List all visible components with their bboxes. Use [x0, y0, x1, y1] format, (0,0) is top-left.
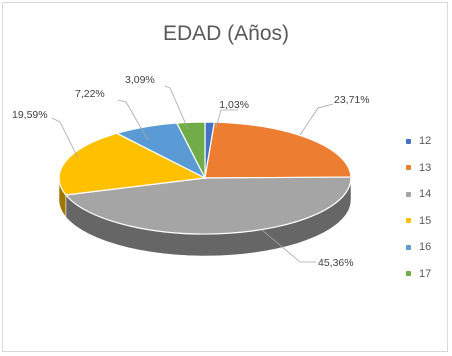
data-label-15: 19,59% — [12, 109, 48, 121]
legend-label: 13 — [419, 161, 432, 174]
leader-line-16 — [117, 99, 149, 141]
pie-slice-15 — [58, 132, 208, 196]
chart-title: EDAD (Años) — [162, 22, 290, 45]
legend-swatch — [406, 165, 411, 171]
leader-line-17 — [164, 85, 189, 130]
leader-line-12 — [215, 109, 238, 129]
pie-slice-17 — [175, 121, 206, 179]
leader-line-14 — [261, 229, 316, 263]
legend-label: 12 — [419, 135, 432, 148]
data-label-16: 7,22% — [75, 88, 105, 100]
data-label-14: 45,36% — [318, 257, 354, 269]
legend-label: 17 — [419, 267, 432, 280]
legend-swatch — [406, 244, 411, 250]
legend: 12 13 14 15 16 17 — [406, 128, 450, 287]
legend-item-16: 16 — [406, 234, 450, 261]
legend-swatch — [406, 271, 411, 277]
data-label-12: 1,03% — [219, 99, 249, 111]
legend-swatch — [406, 218, 411, 224]
leader-line-15 — [51, 117, 79, 159]
pie-slice-13 — [204, 121, 352, 179]
leader-line-13 — [299, 103, 334, 136]
legend-item-12: 12 — [406, 128, 450, 155]
legend-swatch — [406, 191, 411, 197]
legend-item-14: 14 — [406, 181, 450, 208]
data-label-17: 3,09% — [125, 74, 155, 86]
data-label-13: 23,71% — [334, 94, 370, 106]
legend-label: 14 — [419, 188, 432, 201]
pie-slice-14 — [64, 176, 352, 235]
legend-item-17: 17 — [406, 261, 450, 288]
legend-item-13: 13 — [406, 155, 450, 182]
legend-label: 15 — [419, 214, 432, 227]
legend-swatch — [406, 138, 411, 144]
legend-item-15: 15 — [406, 208, 450, 235]
legend-label: 16 — [419, 241, 432, 254]
